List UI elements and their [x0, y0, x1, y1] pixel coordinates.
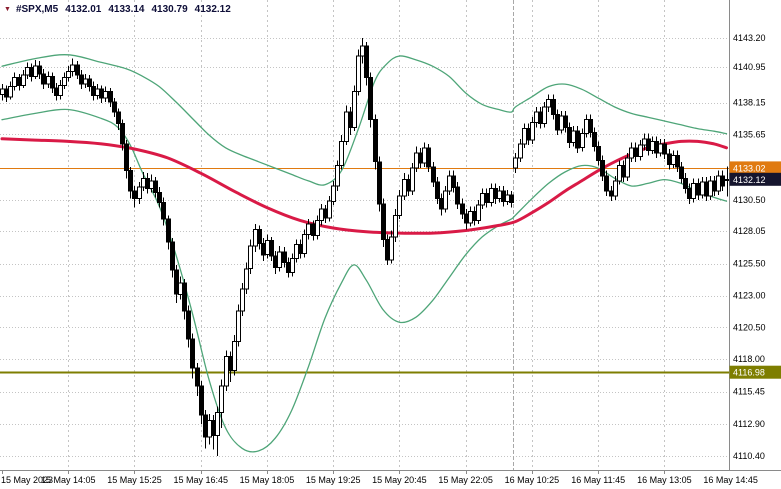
bollinger-upper-band-line: [1, 54, 728, 186]
open-value: 4132.01: [65, 4, 102, 15]
time-axis-label: 15 May 16:45: [173, 475, 228, 485]
close-value: 4132.12: [194, 4, 231, 15]
time-axis-label: 16 May 10:25: [505, 475, 560, 485]
time-axis-label: 15 May 15:25: [107, 475, 162, 485]
time-axis-label: 15 May 20:45: [372, 475, 427, 485]
symbol-marker-icon: ▼: [4, 6, 11, 13]
ohlc-readout: ▼ #SPX,M5 4132.01 4133.14 4130.79 4132.1…: [4, 4, 231, 15]
price-level-lines: [0, 167, 729, 374]
price-axis-label: 4115.45: [733, 387, 765, 397]
time-axis-label: 16 May 11:45: [571, 475, 625, 485]
orange-level-label: 4133.02: [729, 161, 781, 175]
price-axis-label: 4125.50: [733, 259, 766, 269]
price-axis-label: 4130.50: [733, 195, 766, 205]
current-price-label: 4132.12: [729, 172, 781, 186]
time-axis-label: 15 May 14:05: [41, 475, 96, 485]
low-value: 4130.79: [151, 4, 188, 15]
price-axis-label: 4120.50: [733, 322, 766, 332]
olive-level-label: 4116.98: [729, 365, 781, 379]
price-axis-label: 4110.40: [733, 451, 765, 461]
time-axis-label: 16 May 13:05: [637, 475, 692, 485]
price-axis-label: 4128.05: [733, 226, 766, 236]
time-axis-label: 15 May 2023: [1, 475, 53, 485]
olive-level-value: 4116.98: [733, 368, 765, 378]
price-axis[interactable]: 4143.20 4140.95 4138.15 4135.65 4130.50 4128.…: [733, 33, 766, 461]
price-axis-label: 4140.95: [733, 62, 766, 72]
time-axis-label: 15 May 19:25: [306, 475, 361, 485]
orange-level-value: 4133.02: [733, 163, 766, 173]
price-axis-label: 4118.00: [733, 354, 765, 364]
time-axis-label: 15 May 18:05: [240, 475, 295, 485]
high-value: 4133.14: [108, 4, 145, 15]
price-axis-label: 4135.65: [733, 129, 766, 139]
symbol-label: #SPX,M5: [15, 4, 59, 15]
axis-borders: [0, 0, 781, 471]
price-axis-label: 4112.90: [733, 419, 765, 429]
current-price-value: 4132.12: [733, 175, 766, 185]
time-axis-label: 16 May 14:45: [703, 475, 758, 485]
candlesticks[interactable]: [0, 38, 730, 456]
price-axis-label: 4138.15: [733, 98, 766, 108]
price-axis-label: 4123.00: [733, 291, 766, 301]
price-axis-label: 4143.20: [733, 33, 766, 43]
time-axis-label: 15 May 22:05: [438, 475, 493, 485]
